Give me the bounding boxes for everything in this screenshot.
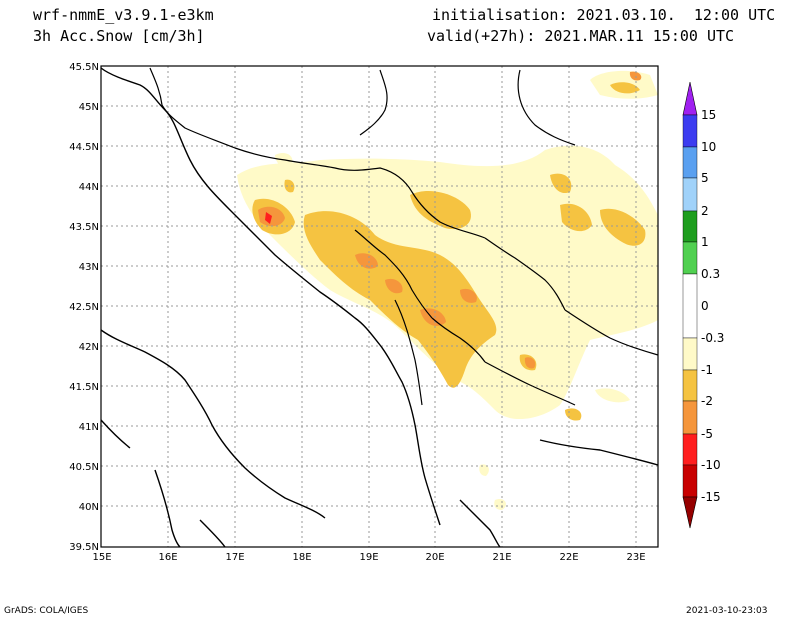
model-title: wrf-nmmE_v3.9.1-e3km bbox=[33, 6, 214, 24]
colorbar-label: -1 bbox=[701, 363, 713, 377]
lat-tick: 39.5N bbox=[69, 542, 99, 553]
lon-axis: 15E 16E 17E 18E 19E 20E 21E 22E 23E bbox=[92, 552, 645, 563]
colorbar-label: 5 bbox=[701, 171, 709, 185]
colorbar-bin bbox=[682, 433, 698, 466]
colorbar-label: -0.3 bbox=[701, 331, 724, 345]
colorbar-label: -2 bbox=[701, 394, 713, 408]
colorbar-bottom-arrow bbox=[682, 496, 698, 529]
lat-tick: 41N bbox=[79, 422, 99, 433]
grid-lines bbox=[101, 66, 658, 547]
lon-tick: 15E bbox=[92, 552, 111, 563]
lon-tick: 19E bbox=[359, 552, 378, 563]
country-borders bbox=[149, 67, 659, 406]
colorbar-bin bbox=[682, 114, 698, 148]
lat-tick: 42N bbox=[79, 342, 99, 353]
lat-tick: 44N bbox=[79, 182, 99, 193]
lon-tick: 18E bbox=[292, 552, 311, 563]
lon-tick: 16E bbox=[158, 552, 177, 563]
lon-tick: 23E bbox=[626, 552, 645, 563]
lat-tick: 44.5N bbox=[69, 142, 99, 153]
lat-tick: 40N bbox=[79, 502, 99, 513]
snow-field-heavy bbox=[258, 71, 642, 369]
snow-field-max bbox=[265, 212, 272, 224]
valid-time: valid(+27h): 2021.MAR.11 15:00 UTC bbox=[427, 27, 735, 45]
field-title: 3h Acc.Snow [cm/3h] bbox=[33, 27, 205, 45]
lon-tick: 20E bbox=[425, 552, 444, 563]
colorbar-label: 2 bbox=[701, 204, 709, 218]
colorbar-label: 15 bbox=[701, 108, 716, 122]
colorbar-bin bbox=[682, 400, 698, 435]
colorbar-bin bbox=[682, 369, 698, 402]
lat-tick: 43.5N bbox=[69, 222, 99, 233]
colorbar-bin bbox=[682, 273, 698, 339]
colorbar-bin bbox=[682, 241, 698, 275]
lat-tick: 43N bbox=[79, 262, 99, 273]
colorbar-top-arrow bbox=[682, 81, 698, 116]
colorbar-label: 0 bbox=[701, 299, 709, 313]
colorbar-bin bbox=[682, 210, 698, 243]
lat-tick: 45.5N bbox=[69, 62, 99, 73]
colorbar-label: 1 bbox=[701, 235, 709, 249]
colorbar-bin bbox=[682, 177, 698, 212]
colorbar-label: 0.3 bbox=[701, 267, 720, 281]
lon-tick: 21E bbox=[492, 552, 511, 563]
map-frame bbox=[100, 65, 659, 548]
lat-tick: 40.5N bbox=[69, 462, 99, 473]
lon-tick: 22E bbox=[559, 552, 578, 563]
colorbar-label: -5 bbox=[701, 427, 713, 441]
footer-credit: GrADS: COLA/IGES bbox=[4, 606, 89, 616]
lat-axis: 45.5N 45N 44.5N 44N 43.5N 43N 42.5N 42N … bbox=[69, 62, 99, 553]
colorbar-bin bbox=[682, 146, 698, 179]
footer-timestamp: 2021-03-10-23:03 bbox=[686, 606, 768, 616]
lat-tick: 42.5N bbox=[69, 302, 99, 313]
lat-tick: 41.5N bbox=[69, 382, 99, 393]
colorbar-bin bbox=[682, 337, 698, 371]
lon-tick: 17E bbox=[225, 552, 244, 563]
colorbar-label: -15 bbox=[701, 490, 721, 504]
colorbar-label: 10 bbox=[701, 140, 716, 154]
colorbar-bin bbox=[682, 464, 698, 498]
lat-tick: 45N bbox=[79, 102, 99, 113]
colorbar-label: -10 bbox=[701, 458, 721, 472]
init-time: initialisation: 2021.03.10. 12:00 UTC bbox=[432, 6, 776, 24]
colorbar: 15 10 5 2 1 0.3 0 -0.3 -1 -2 -5 -10 -15 bbox=[682, 81, 724, 529]
